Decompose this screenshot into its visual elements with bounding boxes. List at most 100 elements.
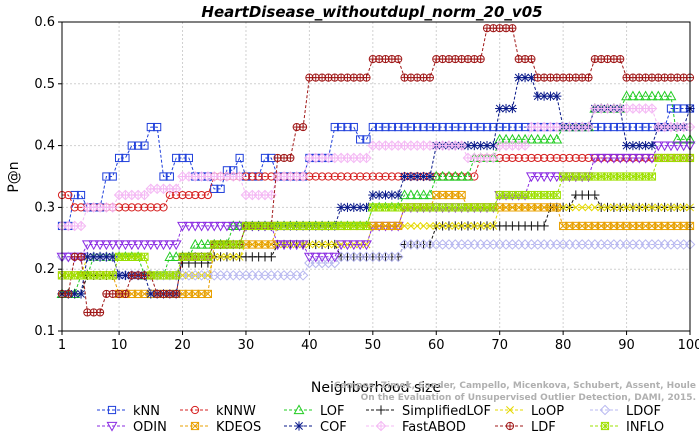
legend-item-odin: ODIN: [97, 420, 167, 434]
data-point: [552, 203, 561, 212]
data-point: [146, 289, 156, 299]
data-point: [234, 171, 245, 182]
data-point: [488, 152, 499, 164]
legend-label: LDF: [531, 420, 556, 434]
data-point: [227, 221, 239, 232]
data-point: [647, 141, 657, 151]
x-tick-label: 80: [555, 338, 572, 353]
data-point: [121, 203, 130, 212]
data-point: [457, 221, 466, 230]
data-point: [107, 202, 119, 213]
legend-item-knn: kNN: [97, 404, 160, 419]
data-point: [483, 221, 491, 230]
data-point: [317, 172, 327, 181]
legend-item-ldof: LDOF: [590, 404, 661, 419]
data-point: [616, 203, 625, 212]
data-point: [107, 240, 119, 251]
data-point: [177, 221, 188, 232]
data-point: [673, 104, 682, 113]
data-point: [153, 203, 162, 212]
legend-label: INFLO: [626, 420, 664, 434]
data-point: [476, 54, 485, 64]
data-point: [621, 141, 632, 151]
data-point: [622, 122, 631, 132]
y-tick-label: 0.5: [34, 77, 55, 92]
data-point: [654, 203, 663, 212]
data-point: [437, 170, 449, 181]
data-point: [590, 190, 600, 200]
data-point: [362, 135, 371, 144]
data-point: [489, 221, 498, 230]
data-point: [532, 172, 544, 183]
data-point: [552, 153, 561, 163]
data-point: [119, 240, 131, 251]
data-point: [514, 153, 523, 163]
data-point: [519, 140, 531, 151]
legend-label: SimplifiedLOF: [402, 404, 491, 419]
data-point: [361, 240, 372, 251]
data-point: [127, 203, 136, 212]
data-point: [297, 171, 309, 182]
data-point: [627, 153, 639, 164]
x-tick-label: 1: [58, 338, 66, 353]
data-point: [622, 203, 631, 212]
data-point: [678, 141, 690, 152]
data-point: [330, 122, 339, 132]
data-point: [628, 122, 638, 132]
data-point: [444, 122, 454, 132]
y-tick-label: 0.2: [34, 262, 55, 277]
legend-item-simplifiedlof: SimplifiedLOF: [366, 404, 491, 419]
data-point: [286, 153, 295, 163]
data-point: [81, 240, 93, 251]
legend-marker: [599, 404, 611, 416]
data-point: [533, 153, 542, 163]
data-point: [356, 172, 365, 181]
data-point: [609, 122, 618, 132]
data-point: [635, 122, 644, 132]
y-tick-label: 0.6: [34, 15, 55, 30]
data-point: [184, 190, 193, 200]
data-point: [184, 153, 193, 163]
data-point: [222, 252, 231, 261]
data-point: [597, 203, 606, 212]
data-point: [627, 90, 639, 101]
data-point: [646, 90, 658, 101]
data-point: [614, 153, 626, 164]
data-point: [489, 203, 498, 212]
data-point: [508, 153, 517, 163]
data-point: [508, 24, 517, 33]
data-point: [267, 240, 276, 249]
data-point: [438, 122, 447, 132]
data-point: [318, 240, 327, 249]
data-point: [571, 203, 580, 212]
legend-marker: [375, 420, 387, 432]
data-point: [210, 184, 219, 193]
data-point: [203, 190, 212, 200]
data-point: [507, 103, 517, 114]
x-tick-label: 40: [301, 338, 318, 353]
data-point: [571, 153, 580, 163]
data-point: [342, 240, 353, 251]
data-point: [673, 203, 682, 212]
data-point: [628, 203, 637, 212]
data-point: [354, 240, 366, 251]
data-point: [489, 122, 498, 132]
data-point: [443, 170, 455, 181]
watermark: Campos, Zimek, Sander, Campello, Micenko…: [334, 381, 696, 403]
data-point: [380, 190, 391, 200]
legend-label: LoOP: [531, 404, 564, 419]
y-axis-label: P@n: [6, 161, 22, 192]
data-point: [260, 153, 270, 163]
data-point: [94, 240, 106, 251]
data-point: [70, 203, 79, 212]
legend-marker: [190, 421, 200, 431]
x-tick-label: 50: [365, 338, 382, 353]
y-tick-label: 0.4: [34, 139, 55, 154]
legend-marker: [506, 406, 514, 414]
data-point: [589, 153, 601, 164]
series-loop: [58, 203, 694, 280]
data-point: [191, 190, 200, 200]
data-point: [520, 153, 530, 163]
series-line-ldf: [62, 27, 690, 313]
data-point: [597, 122, 606, 132]
